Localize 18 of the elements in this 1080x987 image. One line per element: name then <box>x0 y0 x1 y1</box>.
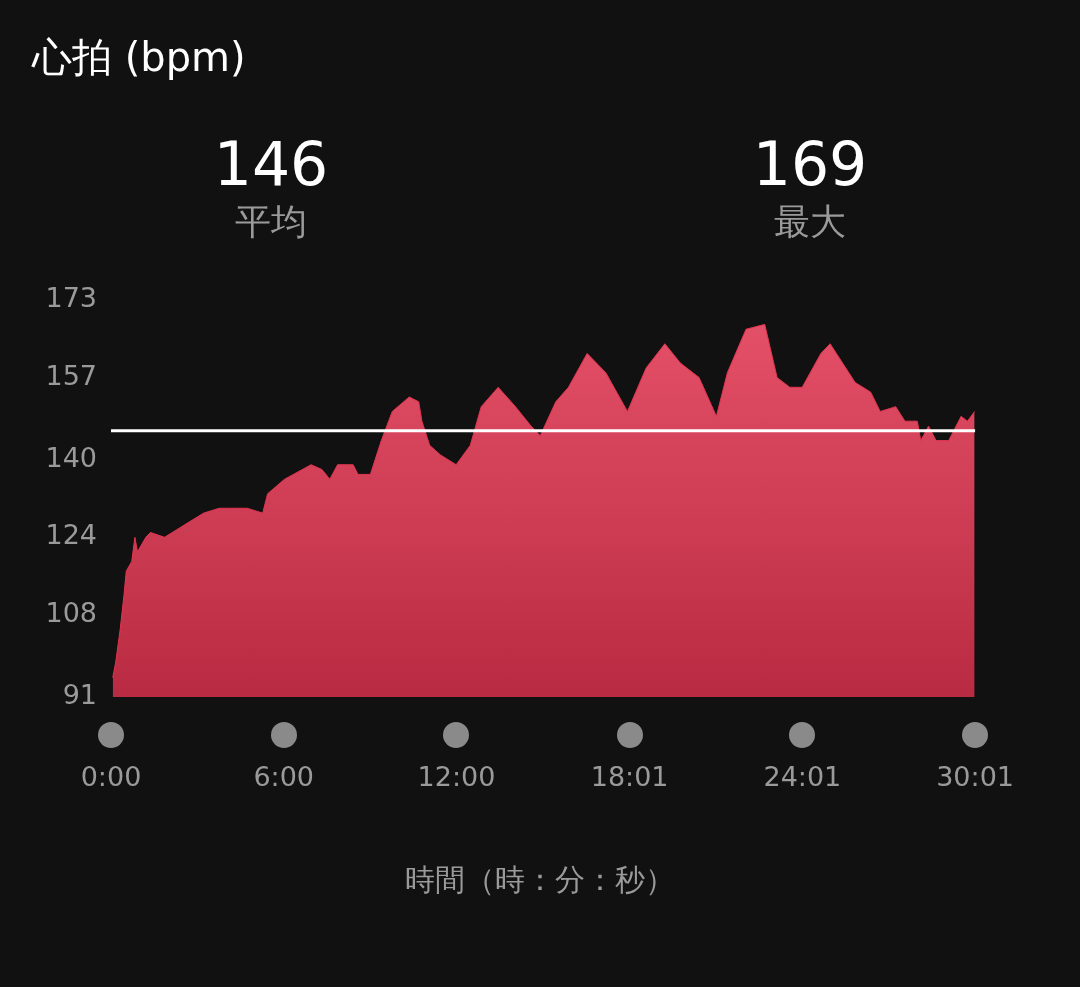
x-tick-label: 12:00 <box>417 761 496 793</box>
text: 169 <box>751 128 869 200</box>
y-tick-label: 140 <box>45 441 97 473</box>
x-tick-label: 30:01 <box>936 761 1014 793</box>
x-tick-label: 24:01 <box>763 761 842 793</box>
y-tick-label: 173 <box>45 282 97 314</box>
x-tick-label: 6:00 <box>253 761 315 793</box>
chart-title: 心拍 (bpm) <box>32 33 246 82</box>
x-axis-title: 時間（時：分：秒） <box>404 861 676 899</box>
text: 146 <box>212 128 330 200</box>
text: 最大 <box>773 200 847 244</box>
y-tick-label: 157 <box>45 359 97 391</box>
y-tick-label: 124 <box>45 519 97 551</box>
y-tick-label: 91 <box>62 679 97 711</box>
x-tick-label: 18:01 <box>590 761 669 793</box>
text: 平均 <box>234 200 308 244</box>
y-tick-label: 108 <box>45 596 97 628</box>
x-tick-label: 0:00 <box>80 761 142 793</box>
